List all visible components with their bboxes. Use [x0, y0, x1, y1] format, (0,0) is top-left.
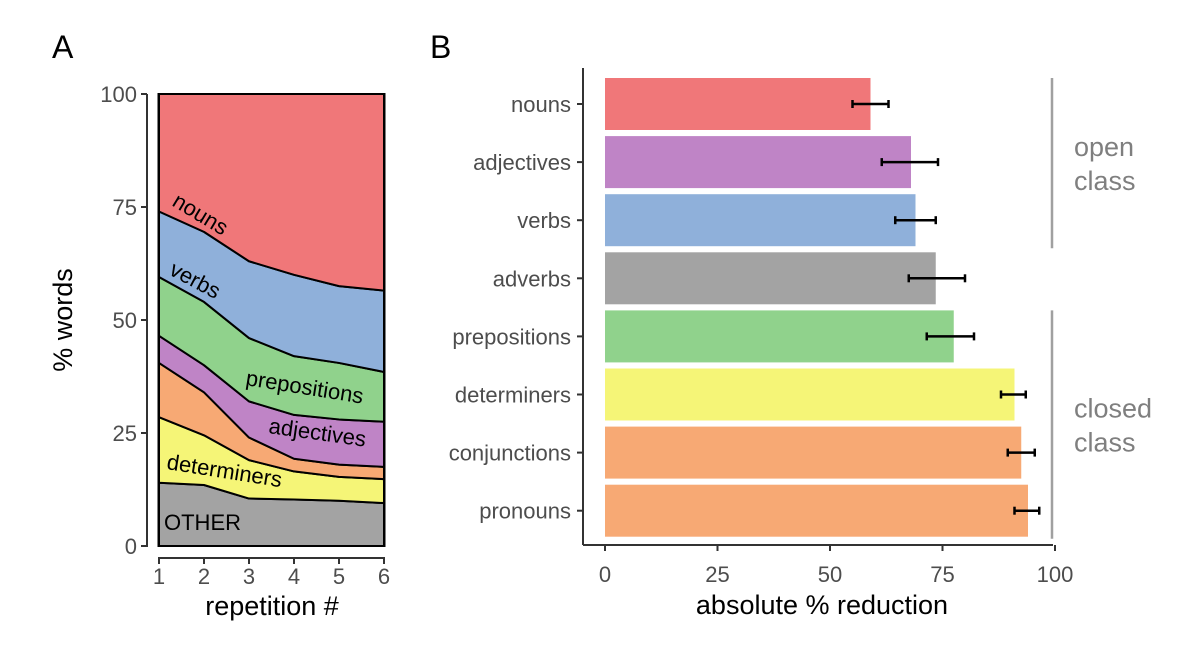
x-axis-title-b: absolute % reduction — [696, 590, 948, 620]
x-axis-title-a: repetition # — [205, 591, 339, 621]
panel-b: B nouns adjectives verbs adverbs preposition… — [430, 29, 1152, 620]
bar-prepositions — [605, 310, 954, 363]
category-label-adverbs: adverbs — [493, 266, 571, 291]
category-label-adjectives: adjectives — [473, 150, 571, 175]
y-axis-title-a: % words — [48, 268, 78, 372]
bar-determiners — [605, 368, 1015, 421]
x-tick-label-b-4: 100 — [1037, 562, 1074, 587]
x-tick-label-b-2: 50 — [818, 562, 842, 587]
bar-pronouns — [605, 484, 1028, 537]
bar-nouns — [605, 78, 871, 130]
category-label-prepositions: prepositions — [452, 324, 571, 349]
category-label-verbs: verbs — [517, 208, 571, 233]
y-tick-label-a-4: 100 — [100, 82, 137, 107]
y-tick-label-a-2: 50 — [113, 308, 137, 333]
group-label-1-line-1: class — [1074, 428, 1136, 458]
y-tick-label-a-0: 0 — [125, 534, 137, 559]
x-tick-label-a-0: 1 — [153, 564, 165, 589]
x-tick-label-a-4: 5 — [333, 564, 345, 589]
panel-b-label: B — [430, 29, 451, 65]
x-tick-label-b-0: 0 — [599, 562, 611, 587]
category-label-nouns: nouns — [511, 92, 571, 117]
y-ticks-a: 0 25 50 75 100 — [100, 82, 147, 559]
x-tick-label-a-2: 3 — [243, 564, 255, 589]
group-label-0-line-1: class — [1074, 166, 1136, 196]
stacked-area-bands — [158, 93, 385, 547]
category-label-conjunctions: conjunctions — [449, 441, 571, 466]
bar-conjunctions — [605, 426, 1022, 479]
x-tick-label-a-1: 2 — [198, 564, 210, 589]
class-groups: open class closed class — [1050, 78, 1152, 539]
y-tick-label-a-3: 75 — [113, 195, 137, 220]
panel-a: A OTHERdeterminersadjectivesprepositions… — [48, 29, 390, 621]
bar-verbs — [605, 194, 916, 247]
x-ticks-b: 0 25 50 75 100 — [599, 545, 1073, 587]
bars — [605, 78, 1028, 537]
category-label-pronouns: pronouns — [479, 499, 571, 524]
category-label-determiners: determiners — [455, 383, 571, 408]
y-ticks-b: nouns adjectives verbs adverbs prepositions d… — [449, 92, 583, 524]
group-label-0-line-0: open — [1074, 132, 1134, 162]
x-ticks-a: 1 2 3 4 5 6 — [153, 558, 390, 589]
plot-a-frame — [157, 93, 386, 547]
error-bars — [851, 100, 1041, 515]
x-tick-label-a-5: 6 — [378, 564, 390, 589]
bar-adjectives — [605, 136, 911, 189]
x-tick-label-b-1: 25 — [705, 562, 729, 587]
bar-adverbs — [605, 252, 936, 305]
panel-a-label: A — [52, 29, 74, 65]
x-tick-label-a-3: 4 — [288, 564, 300, 589]
y-tick-label-a-1: 25 — [113, 421, 137, 446]
band-label-other: OTHER — [164, 510, 241, 535]
x-tick-label-b-3: 75 — [930, 562, 954, 587]
group-label-1-line-0: closed — [1074, 394, 1152, 424]
